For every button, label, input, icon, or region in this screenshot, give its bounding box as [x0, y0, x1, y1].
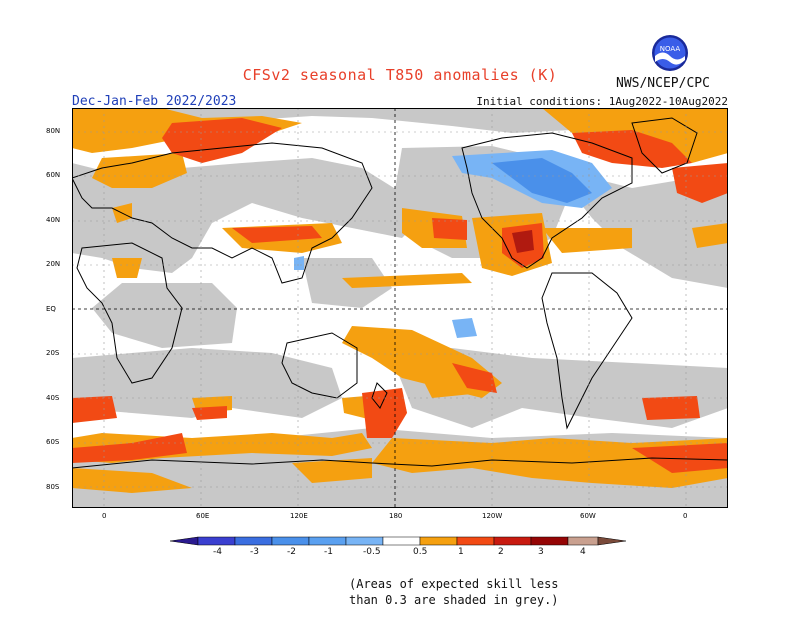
lat-label: 40S	[46, 394, 60, 402]
lat-label: 40N	[46, 216, 61, 224]
colorbar-label: 3	[538, 547, 544, 557]
season-label: Dec-Jan-Feb 2022/2023	[72, 94, 237, 109]
warm-anomaly-darkred	[512, 230, 534, 253]
lat-label: 80N	[46, 127, 61, 135]
lon-label: 60E	[196, 512, 210, 520]
colorbar-label: 2	[498, 547, 504, 557]
graticule	[72, 108, 728, 508]
logo-text: NOAA	[660, 45, 681, 53]
anomaly-map	[71, 108, 729, 512]
skill-note-line2: than 0.3 are shaded in grey.)	[349, 593, 559, 607]
lat-label: 60S	[46, 438, 60, 446]
lat-label: 20N	[46, 260, 61, 268]
colorbar-label: 1	[458, 547, 464, 557]
lat-label: 20S	[46, 349, 60, 357]
colorbar: -4 -3 -2 -1 -0.5 0.5 1 2 3 4	[169, 534, 630, 568]
lat-label: 60N	[46, 171, 61, 179]
lon-label: 60W	[580, 512, 596, 520]
skill-note: (Areas of expected skill less than 0.3 a…	[349, 576, 559, 608]
lat-label: 80S	[46, 483, 60, 491]
lon-label: 120W	[482, 512, 503, 520]
latitude-labels: 80N 60N 40N 20N EQ 20S 40S 60S 80S	[46, 108, 70, 508]
lat-label: EQ	[46, 305, 56, 313]
colorbar-label: -0.5	[363, 547, 381, 557]
warm-anomaly-red	[72, 118, 728, 473]
cold-anomaly-blue	[492, 158, 592, 203]
skill-note-line1: (Areas of expected skill less	[349, 577, 559, 591]
lon-label: 180	[389, 512, 403, 520]
longitude-labels: 0 60E 120E 180 120W 60W 0	[72, 512, 728, 524]
colorbar-label: 0.5	[413, 547, 428, 557]
colorbar-label: -4	[213, 547, 222, 557]
coastlines	[71, 117, 729, 469]
lon-label: 0	[102, 512, 107, 520]
lon-label: 0	[683, 512, 688, 520]
initial-conditions-label: Initial conditions: 1Aug2022-10Aug2022	[476, 95, 728, 108]
noaa-logo-icon: NOAA	[652, 35, 688, 71]
lon-label: 120E	[290, 512, 308, 520]
reference-lines	[72, 108, 728, 508]
colorbar-label: 4	[580, 547, 586, 557]
map-frame	[72, 108, 728, 508]
colorbar-label: -2	[287, 547, 296, 557]
colorbar-label: -1	[324, 547, 333, 557]
colorbar-label: -3	[250, 547, 259, 557]
map-title: CFSv2 seasonal T850 anomalies (K)	[242, 66, 558, 84]
agency-label: NWS/NCEP/CPC	[616, 76, 710, 91]
